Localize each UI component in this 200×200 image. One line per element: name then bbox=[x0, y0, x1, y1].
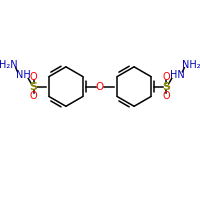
Text: O: O bbox=[96, 82, 104, 92]
Text: O: O bbox=[30, 91, 37, 101]
Text: O: O bbox=[163, 91, 170, 101]
Text: HN: HN bbox=[170, 70, 184, 80]
Text: O: O bbox=[30, 72, 37, 82]
Text: H₂N: H₂N bbox=[0, 60, 18, 70]
Text: O: O bbox=[163, 72, 170, 82]
Text: S: S bbox=[162, 82, 170, 92]
Text: NH: NH bbox=[16, 70, 30, 80]
Text: NH₂: NH₂ bbox=[182, 60, 200, 70]
Text: S: S bbox=[30, 82, 38, 92]
